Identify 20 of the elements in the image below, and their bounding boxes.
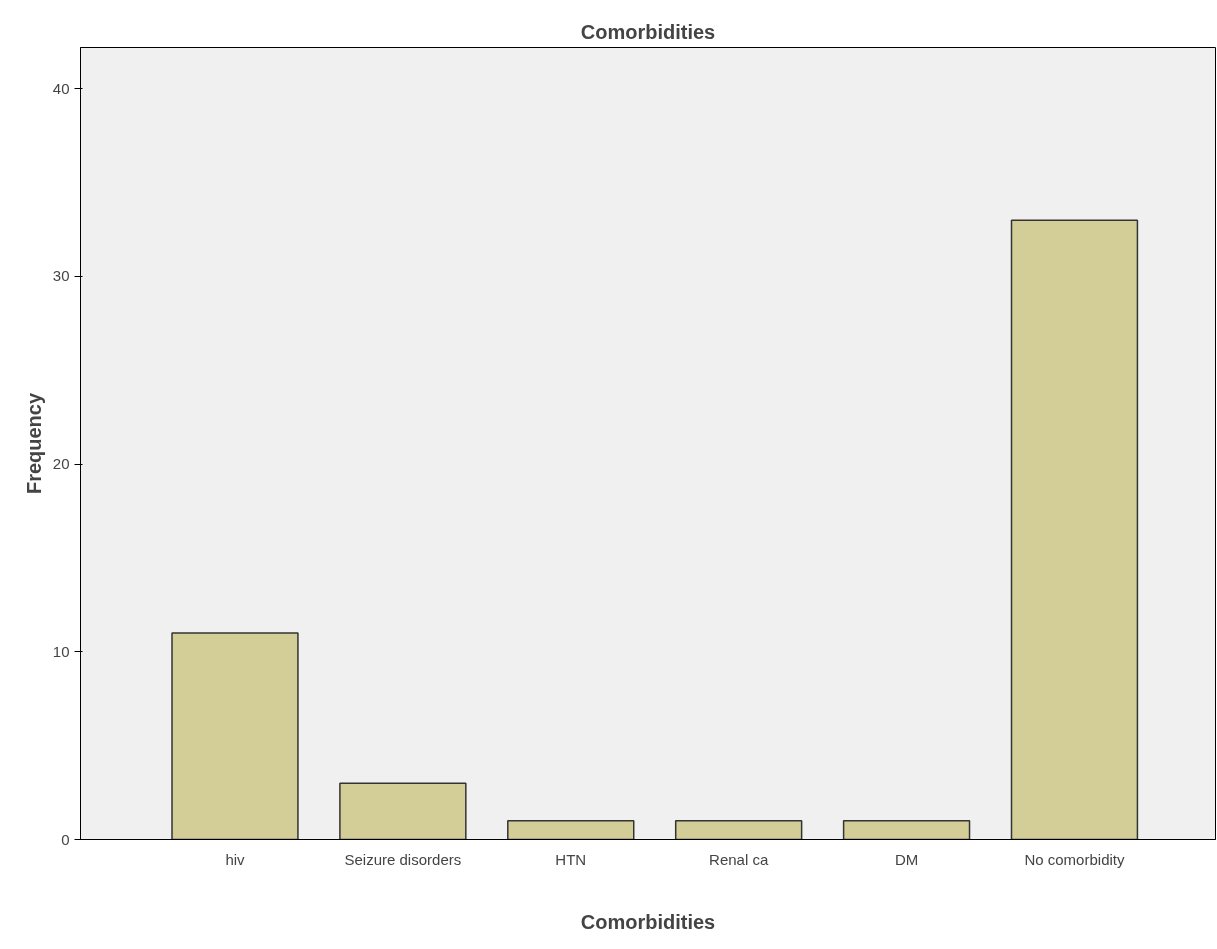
y-tick-label: 20 xyxy=(52,455,70,473)
y-tick-label: 10 xyxy=(52,642,70,660)
chart-title: Comorbidities xyxy=(580,20,716,43)
y-tick-label: 0 xyxy=(61,830,70,848)
x-tick-label: DM xyxy=(894,850,919,868)
x-tick-label: Seizure disorders xyxy=(344,850,462,868)
x-axis-title: Comorbidities xyxy=(580,910,716,933)
x-tick-label: HTN xyxy=(555,850,587,868)
y-tick-label: 30 xyxy=(52,267,70,285)
bar xyxy=(507,819,635,840)
y-tick-label: 40 xyxy=(52,79,70,97)
bar xyxy=(339,782,467,840)
bar xyxy=(674,819,803,840)
bar xyxy=(842,819,971,840)
bar xyxy=(1010,219,1139,840)
x-tick-label: No comorbidity xyxy=(1024,850,1125,868)
bar xyxy=(171,632,299,840)
x-tick-label: Renal ca xyxy=(709,850,769,868)
x-tick-label: hiv xyxy=(225,850,246,868)
y-axis-title: Frequency xyxy=(22,392,45,495)
